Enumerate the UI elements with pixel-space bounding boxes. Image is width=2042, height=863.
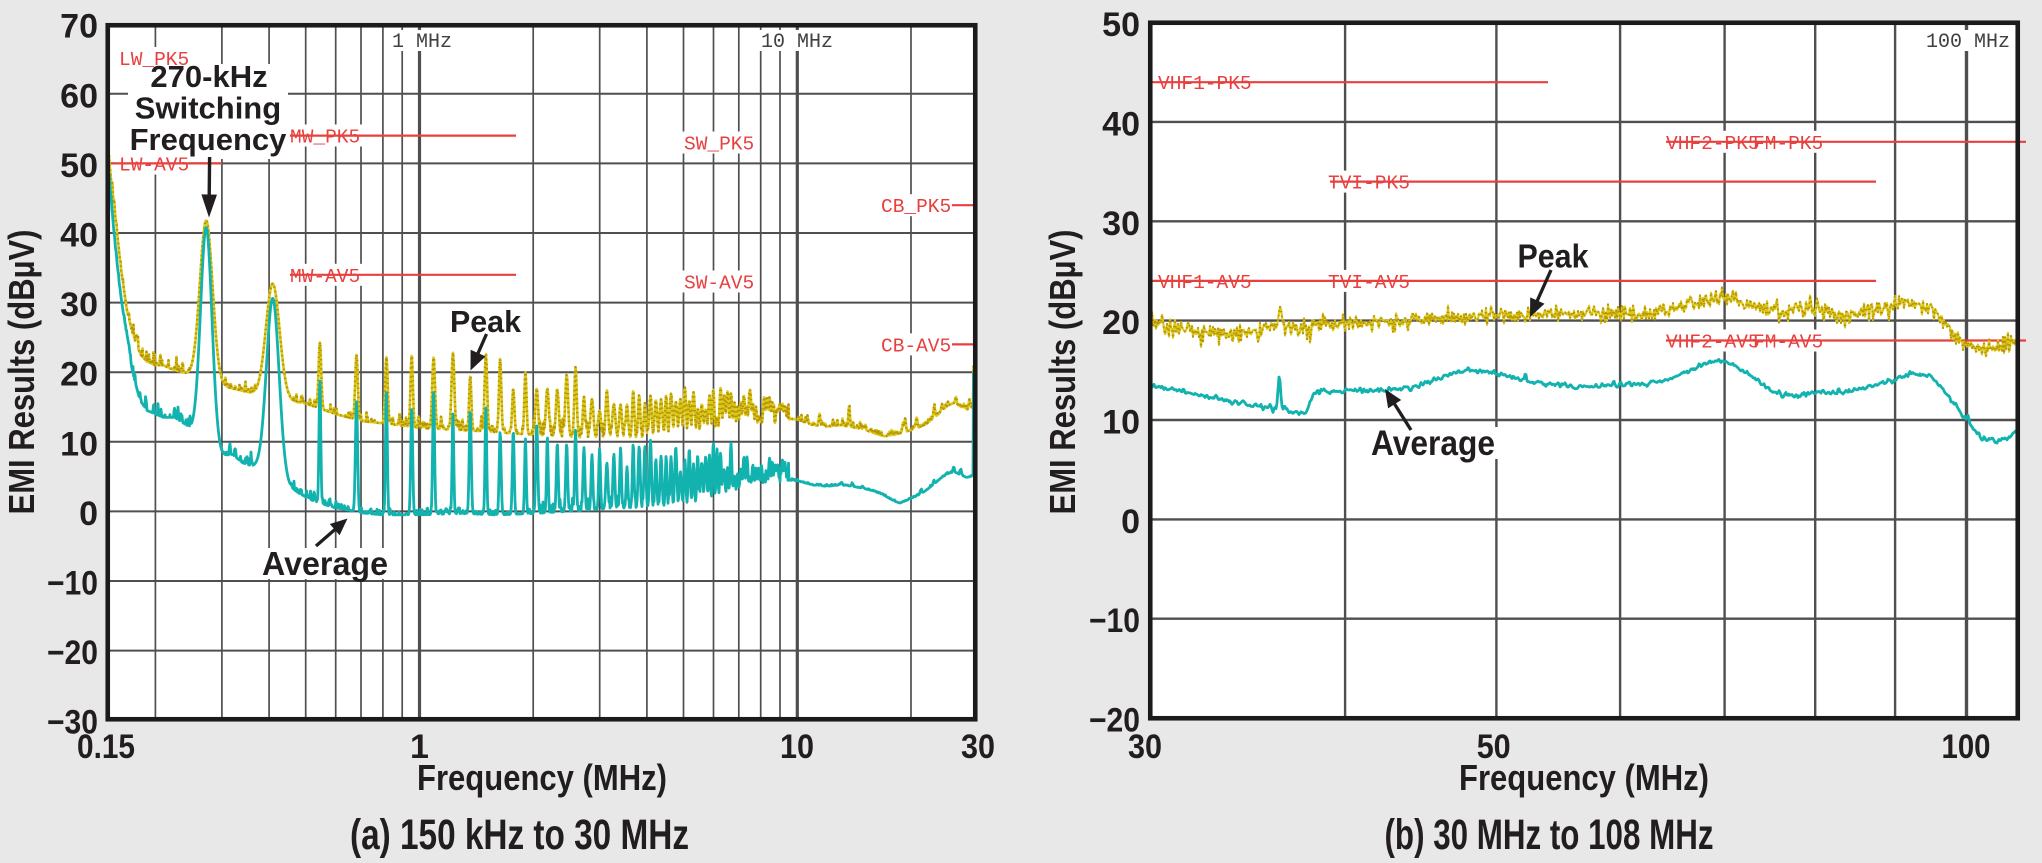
- svg-text:CB-AV5: CB-AV5: [881, 335, 951, 357]
- svg-text:−20: −20: [1089, 702, 1140, 740]
- svg-text:10 MHz: 10 MHz: [761, 31, 833, 54]
- svg-text:270-kHz: 270-kHz: [150, 59, 267, 94]
- svg-text:Frequency (MHz): Frequency (MHz): [1459, 757, 1709, 798]
- svg-text:0.15: 0.15: [77, 728, 135, 766]
- svg-text:Average: Average: [262, 545, 388, 582]
- svg-text:EMI Results (dBµV): EMI Results (dBµV): [1, 230, 42, 515]
- svg-text:70: 70: [60, 8, 98, 46]
- svg-text:100: 100: [1942, 728, 1991, 766]
- svg-text:TVI-PK5: TVI-PK5: [1328, 173, 1410, 195]
- svg-text:MW_PK5: MW_PK5: [290, 127, 360, 149]
- svg-text:−20: −20: [47, 634, 98, 672]
- svg-text:VHF2-AV5: VHF2-AV5: [1666, 332, 1760, 354]
- svg-text:10: 10: [1102, 404, 1140, 442]
- svg-text:LW-AV5: LW-AV5: [119, 154, 189, 176]
- svg-text:LW_PK5: LW_PK5: [119, 49, 189, 71]
- svg-text:VHF1-PK5: VHF1-PK5: [1158, 73, 1252, 95]
- svg-text:Peak: Peak: [450, 304, 522, 339]
- svg-text:MW-AV5: MW-AV5: [290, 266, 360, 288]
- svg-text:50: 50: [60, 147, 98, 185]
- svg-text:VHF2-PK5: VHF2-PK5: [1666, 133, 1760, 155]
- svg-text:VHF1-AV5: VHF1-AV5: [1158, 272, 1252, 294]
- svg-text:FM-AV5: FM-AV5: [1753, 332, 1823, 354]
- svg-text:Frequency: Frequency: [130, 122, 288, 157]
- svg-text:SW_PK5: SW_PK5: [684, 134, 754, 156]
- svg-text:−10: −10: [47, 565, 98, 603]
- svg-text:TVI-AV5: TVI-AV5: [1328, 272, 1410, 294]
- svg-text:60: 60: [60, 77, 98, 115]
- svg-text:30: 30: [1102, 205, 1140, 243]
- svg-text:FM-PK5: FM-PK5: [1753, 133, 1823, 155]
- svg-text:20: 20: [60, 356, 98, 394]
- svg-text:CB_PK5: CB_PK5: [881, 196, 951, 218]
- svg-text:30: 30: [961, 728, 995, 766]
- svg-text:SW-AV5: SW-AV5: [684, 273, 754, 295]
- svg-text:50: 50: [1477, 728, 1511, 766]
- svg-text:EMI Results (dBµV): EMI Results (dBµV): [1042, 230, 1083, 515]
- svg-text:0: 0: [1121, 503, 1140, 541]
- svg-text:Peak: Peak: [1518, 238, 1590, 275]
- svg-text:Frequency (MHz): Frequency (MHz): [417, 757, 667, 798]
- svg-text:1 MHz: 1 MHz: [392, 31, 452, 54]
- svg-text:0: 0: [79, 495, 98, 533]
- svg-text:40: 40: [1102, 105, 1140, 143]
- svg-text:50: 50: [1102, 6, 1140, 44]
- svg-text:(a) 150 kHz to 30 MHz: (a) 150 kHz to 30 MHz: [350, 811, 689, 859]
- svg-text:100 MHz: 100 MHz: [1926, 31, 2010, 54]
- svg-text:(b) 30 MHz to 108 MHz: (b) 30 MHz to 108 MHz: [1385, 811, 1714, 859]
- svg-text:Switching: Switching: [135, 91, 281, 126]
- svg-text:10: 10: [780, 728, 814, 766]
- svg-text:40: 40: [60, 217, 98, 255]
- svg-text:Average: Average: [1371, 424, 1495, 463]
- svg-text:1: 1: [410, 728, 429, 766]
- svg-text:−30: −30: [47, 704, 98, 742]
- svg-text:20: 20: [1102, 304, 1140, 342]
- svg-text:30: 30: [1128, 728, 1162, 766]
- svg-text:−10: −10: [1089, 602, 1140, 640]
- svg-text:10: 10: [60, 425, 98, 463]
- svg-text:30: 30: [60, 286, 98, 324]
